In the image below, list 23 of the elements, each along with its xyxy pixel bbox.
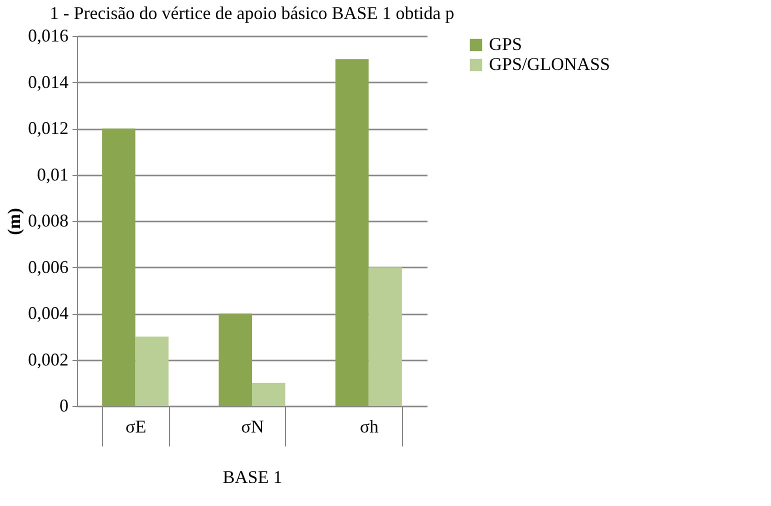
bar <box>135 336 169 406</box>
y-tick-label: 0,008 <box>28 210 68 230</box>
x-tick-label: σE <box>125 416 146 436</box>
y-tick-label: 0,002 <box>28 349 68 370</box>
bar <box>218 314 252 406</box>
y-tick-label: 0,014 <box>28 72 68 92</box>
bar <box>368 267 402 406</box>
bar <box>252 382 286 406</box>
y-tick-label: 0 <box>60 396 68 416</box>
y-tick-label: 0,01 <box>37 164 68 184</box>
y-tick-label: 0,012 <box>28 118 68 138</box>
y-tick-label: 0,004 <box>28 303 68 323</box>
x-tick-label: σh <box>360 416 379 436</box>
legend-label: GPS/GLONASS <box>489 54 610 74</box>
y-tick-label: 0,016 <box>28 26 68 46</box>
legend-label: GPS <box>489 34 522 54</box>
x-axis-title: BASE 1 <box>222 467 282 487</box>
y-tick-label: 0,006 <box>28 256 68 277</box>
bar <box>102 128 136 406</box>
y-axis-title: (m) <box>4 208 24 235</box>
bar <box>335 59 369 406</box>
chart-title: 1 - Precisão do vértice de apoio básico BASE 1 obtida p <box>50 3 454 23</box>
x-tick-label: σN <box>241 416 264 436</box>
